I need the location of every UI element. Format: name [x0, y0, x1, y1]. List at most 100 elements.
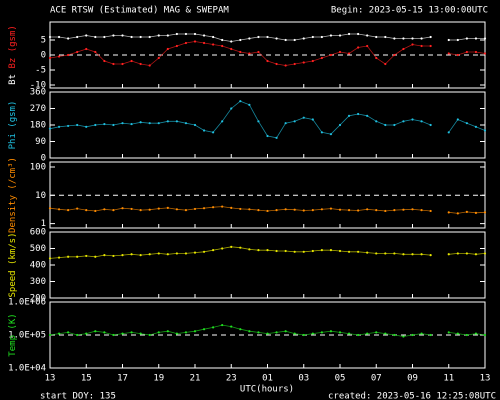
data-point	[366, 208, 369, 211]
data-point	[284, 208, 287, 211]
x-tick-label: 19	[153, 374, 164, 384]
data-point	[166, 34, 169, 37]
data-point	[483, 333, 487, 337]
data-point	[257, 35, 260, 39]
data-point	[148, 253, 151, 256]
data-point	[465, 122, 468, 125]
data-point	[375, 120, 378, 123]
data-point	[166, 330, 169, 333]
data-point	[429, 123, 432, 127]
data-point	[293, 250, 296, 253]
data-point	[103, 122, 106, 126]
data-point	[239, 328, 242, 331]
data-point	[248, 37, 251, 40]
data-point	[275, 62, 278, 66]
data-point	[420, 120, 423, 123]
data-point	[447, 253, 450, 256]
data-point	[474, 332, 478, 335]
x-tick-label: 17	[117, 374, 128, 384]
data-point	[411, 43, 414, 46]
data-point	[347, 209, 351, 212]
data-point	[266, 134, 269, 138]
data-point	[284, 64, 287, 67]
data-point	[57, 125, 61, 128]
data-point	[121, 62, 124, 66]
data-point	[148, 333, 151, 337]
data-point	[284, 330, 287, 333]
data-point	[48, 257, 52, 260]
data-point	[284, 249, 287, 253]
data-point	[103, 331, 106, 334]
y-tick-label: 180	[30, 121, 46, 131]
data-point	[94, 50, 97, 54]
data-point	[48, 333, 52, 337]
data-point	[447, 211, 450, 214]
data-point	[320, 249, 323, 252]
y-tick-label: 1.0E+05	[8, 331, 46, 341]
data-point	[447, 38, 450, 42]
data-point	[366, 332, 369, 335]
x-tick-label: 05	[335, 374, 346, 384]
data-point	[429, 35, 432, 39]
start-doy: start DOY: 135	[40, 392, 116, 400]
y-unit: (gsm)	[8, 25, 18, 52]
data-point	[257, 50, 260, 54]
legend-entry: Bz	[8, 58, 18, 69]
data-point	[266, 35, 269, 39]
data-point	[139, 254, 142, 257]
data-point	[67, 255, 70, 258]
x-tick-label: 21	[190, 374, 201, 384]
data-point	[347, 52, 351, 55]
data-point	[456, 38, 459, 42]
data-point	[311, 249, 314, 253]
data-point	[293, 120, 296, 123]
data-point	[76, 207, 79, 210]
data-point	[465, 37, 468, 40]
data-point	[366, 114, 369, 117]
data-point	[456, 252, 459, 255]
data-point	[357, 32, 360, 36]
data-point	[248, 248, 251, 251]
y-tick-label: 1	[41, 219, 46, 229]
data-point	[366, 44, 369, 48]
x-axis-label: UTC(hours)	[240, 385, 294, 395]
data-point	[230, 325, 233, 328]
data-point	[329, 34, 333, 37]
data-point	[257, 331, 260, 334]
data-point	[447, 331, 450, 334]
data-point	[375, 35, 378, 39]
data-point	[48, 207, 52, 210]
data-point	[221, 44, 224, 48]
y-tick-label: 1.0E+04	[8, 364, 46, 374]
data-point	[184, 209, 188, 212]
data-point	[420, 332, 423, 335]
data-point	[338, 331, 342, 334]
y-tick-label: 400	[30, 261, 46, 271]
data-point	[67, 124, 70, 128]
data-point	[121, 122, 124, 125]
data-point	[465, 333, 468, 337]
data-point	[293, 62, 296, 66]
data-point	[275, 331, 278, 334]
data-point	[121, 207, 124, 210]
data-point	[193, 123, 197, 127]
data-point	[67, 53, 70, 57]
data-point	[293, 208, 296, 211]
data-point	[221, 38, 224, 42]
data-point	[329, 207, 333, 210]
data-point	[157, 122, 160, 125]
x-tick-label: 03	[298, 374, 309, 384]
data-point	[311, 332, 314, 335]
data-point	[76, 35, 79, 39]
data-point	[202, 129, 206, 132]
data-point	[139, 35, 142, 39]
data-point	[76, 255, 79, 258]
y-tick-label: 1.0E+06	[8, 298, 46, 308]
data-point	[302, 37, 305, 40]
data-point	[338, 249, 342, 253]
x-tick-label: 01	[262, 374, 273, 384]
data-point	[266, 249, 269, 252]
data-point	[366, 251, 369, 254]
data-point	[420, 44, 423, 48]
data-point	[212, 249, 215, 252]
